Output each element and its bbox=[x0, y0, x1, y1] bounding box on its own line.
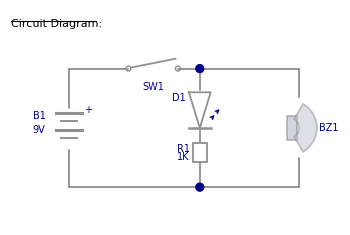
Text: Circuit Diagram:: Circuit Diagram: bbox=[11, 19, 103, 29]
Text: D1: D1 bbox=[172, 93, 186, 103]
Wedge shape bbox=[294, 104, 317, 152]
Text: R1: R1 bbox=[177, 144, 190, 154]
Circle shape bbox=[196, 65, 204, 73]
Text: SW1: SW1 bbox=[142, 82, 164, 92]
Text: 9V: 9V bbox=[33, 125, 46, 135]
Bar bbox=[287, 116, 297, 140]
Text: B1: B1 bbox=[33, 111, 46, 121]
Bar bbox=[193, 143, 207, 162]
Polygon shape bbox=[189, 92, 211, 128]
Text: 1K: 1K bbox=[177, 152, 190, 161]
Text: BZ1: BZ1 bbox=[319, 123, 338, 133]
Circle shape bbox=[196, 183, 204, 191]
Text: +: + bbox=[84, 105, 92, 115]
